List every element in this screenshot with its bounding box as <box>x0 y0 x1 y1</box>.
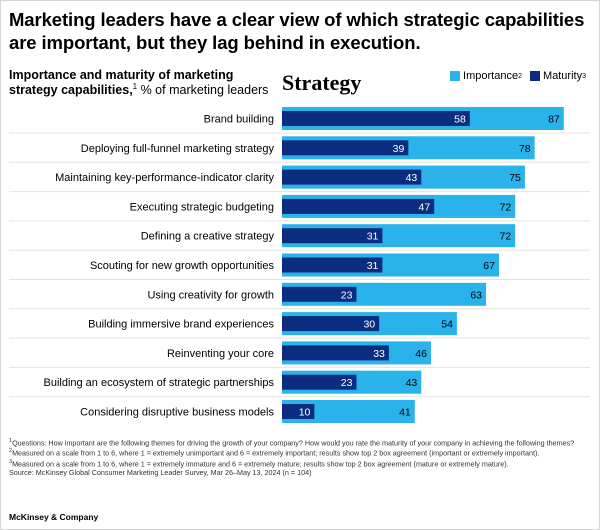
data-label-importance: 63 <box>470 289 482 301</box>
category-label: Brand building <box>204 114 274 126</box>
data-label-importance: 72 <box>499 231 511 243</box>
category-label: Deploying full-funnel marketing strategy <box>81 143 275 155</box>
category-label: Defining a creative strategy <box>141 231 275 243</box>
data-label-importance: 46 <box>415 348 427 360</box>
footnote-2-mark: 2 <box>9 448 13 455</box>
footnote-3: 3Measured on a scale from 1 to 6, where … <box>9 458 594 468</box>
bar-chart: Brand building 87 58 Deploying full-funnel … <box>9 107 590 423</box>
category-label: Building an ecosystem of strategic partn… <box>43 377 274 389</box>
bar-maturity <box>282 286 357 302</box>
data-label-maturity: 58 <box>454 114 466 126</box>
bar-maturity <box>282 228 383 244</box>
subtitle-rest: % of marketing leaders <box>137 83 269 97</box>
data-label-maturity: 47 <box>419 201 431 213</box>
bar-importance <box>282 400 415 423</box>
section-title: Strategy <box>282 70 362 95</box>
footnote-source-text: Source: McKinsey Global Consumer Marketi… <box>9 468 312 478</box>
bar-maturity <box>282 169 422 185</box>
data-label-maturity: 23 <box>341 377 353 389</box>
bar-maturity <box>282 404 315 419</box>
bar-maturity <box>282 140 409 156</box>
data-label-importance: 67 <box>483 260 495 272</box>
legend-item-importance: Importance 2 <box>450 70 522 82</box>
legend-label-maturity: Maturity <box>542 70 583 82</box>
data-label-maturity: 39 <box>393 143 405 155</box>
footnote-source: Source: McKinsey Global Consumer Marketi… <box>9 468 594 477</box>
bar-maturity <box>282 257 383 273</box>
brand-logo-text: McKinsey & Company <box>9 512 99 522</box>
category-label: Building immersive brand experiences <box>88 319 274 331</box>
data-label-maturity: 43 <box>406 172 418 184</box>
chart-subtitle: Importance and maturity of marketing str… <box>9 68 279 98</box>
footnote-1-mark: 1 <box>9 438 13 444</box>
bar-maturity <box>282 374 357 390</box>
footnote-2-text: Measured on a scale from 1 to 6, where 1… <box>12 448 540 458</box>
data-label-importance: 78 <box>519 143 531 155</box>
data-label-importance: 54 <box>441 319 453 331</box>
bar-maturity <box>282 198 435 214</box>
category-label: Considering disruptive business models <box>80 407 274 419</box>
legend-item-maturity: Maturity 3 <box>529 70 586 82</box>
data-label-importance: 87 <box>548 114 560 126</box>
legend-swatch-importance <box>450 71 461 81</box>
footnote-3-text: Measured on a scale from 1 to 6, where 1… <box>12 459 509 469</box>
footnote-2: 2Measured on a scale from 1 to 6, where … <box>9 447 594 457</box>
legend-mark-importance: 2 <box>518 72 522 80</box>
category-label: Maintaining key-performance-indicator cl… <box>55 172 274 184</box>
subtitle-footnote-mark: 1 <box>132 81 138 91</box>
data-label-maturity: 10 <box>299 407 311 419</box>
legend-label-importance: Importance <box>463 70 519 82</box>
footnote-3-mark: 3 <box>9 458 13 465</box>
category-label: Scouting for new growth opportunities <box>90 260 275 272</box>
subtitle-bold: Importance and maturity of marketing str… <box>9 68 234 97</box>
legend: Importance 2 Maturity 3 <box>442 70 586 82</box>
footnote-1: 1Questions: How important are the follow… <box>9 437 594 447</box>
legend-mark-maturity: 3 <box>582 72 586 80</box>
data-label-maturity: 30 <box>363 319 375 331</box>
legend-swatch-maturity <box>529 71 540 81</box>
category-label: Reinventing your core <box>167 348 274 360</box>
footnote-1-text: Questions: How important are the followi… <box>12 438 575 448</box>
headline: Marketing leaders have a clear view of w… <box>9 9 585 53</box>
data-label-maturity: 23 <box>341 289 353 301</box>
data-label-importance: 72 <box>499 201 511 213</box>
bar-maturity <box>282 345 389 361</box>
footnotes: 1Questions: How important are the follow… <box>9 437 594 477</box>
data-label-maturity: 31 <box>367 231 379 243</box>
bar-maturity <box>282 111 470 126</box>
data-label-importance: 43 <box>406 377 418 389</box>
data-label-importance: 75 <box>509 172 521 184</box>
data-label-maturity: 31 <box>367 260 379 272</box>
category-label: Using creativity for growth <box>147 289 274 301</box>
data-label-importance: 41 <box>399 407 411 419</box>
data-label-maturity: 33 <box>373 348 385 360</box>
bar-maturity <box>282 316 380 332</box>
category-label: Executing strategic budgeting <box>130 201 274 213</box>
